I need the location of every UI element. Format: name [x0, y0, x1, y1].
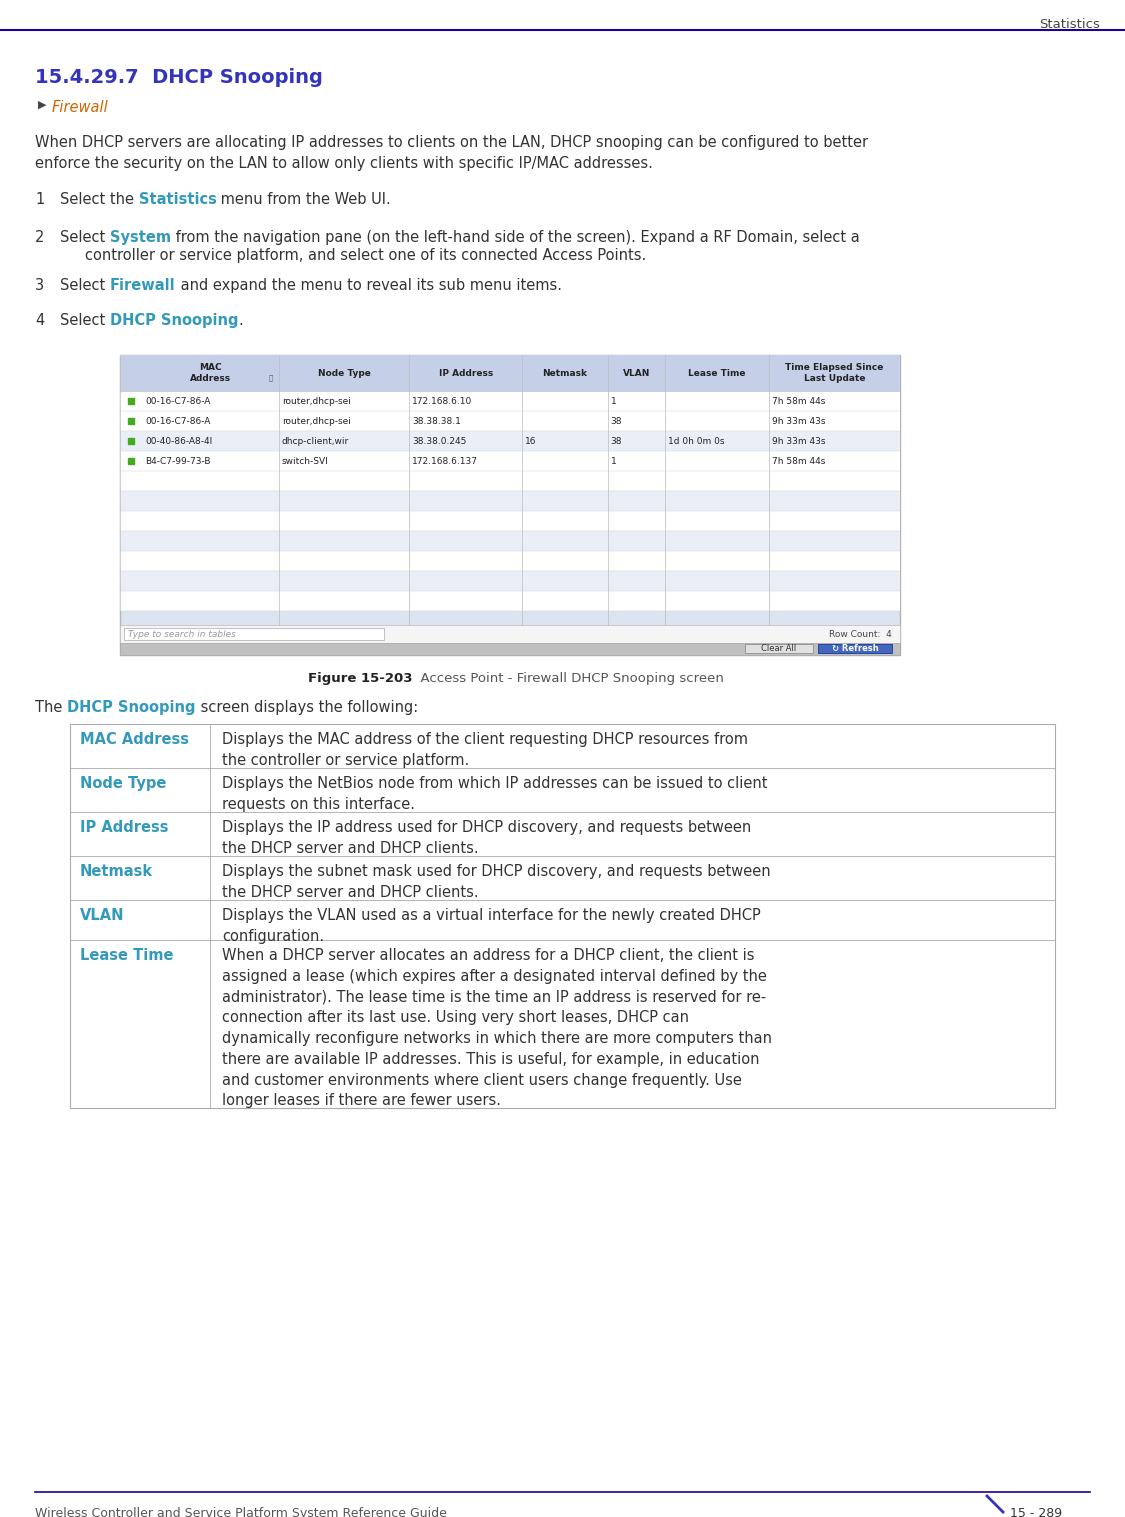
Bar [120, 511, 900, 531]
Text: ⓘ: ⓘ [269, 375, 272, 381]
Bar [120, 492, 900, 511]
Bar [70, 724, 1055, 1107]
Bar [124, 628, 384, 640]
Text: Select: Select [60, 313, 110, 328]
Text: The: The [35, 699, 68, 715]
Text: dhcp-client,wir: dhcp-client,wir [281, 437, 349, 446]
Text: DHCP Snooping: DHCP Snooping [110, 313, 238, 328]
Text: 38.38.38.1: 38.38.38.1 [413, 417, 461, 425]
Text: When DHCP servers are allocating IP addresses to clients on the LAN, DHCP snoopi: When DHCP servers are allocating IP addr… [35, 135, 868, 171]
Text: router,dhcp-sei: router,dhcp-sei [281, 396, 351, 405]
Bar [818, 645, 892, 652]
Text: Access Point - Firewall DHCP Snooping screen: Access Point - Firewall DHCP Snooping sc… [413, 672, 724, 686]
Text: router,dhcp-sei: router,dhcp-sei [281, 417, 351, 425]
Bar [120, 470, 900, 492]
Text: 1d 0h 0m 0s: 1d 0h 0m 0s [668, 437, 724, 446]
Text: screen displays the following:: screen displays the following: [196, 699, 417, 715]
Text: MAC Address: MAC Address [80, 733, 189, 746]
Text: Displays the NetBios node from which IP addresses can be issued to client
reques: Displays the NetBios node from which IP … [222, 777, 767, 812]
Text: 9h 33m 43s: 9h 33m 43s [772, 417, 826, 425]
Bar [120, 551, 900, 570]
Text: Select the: Select the [60, 193, 138, 206]
Text: 15.4.29.7  DHCP Snooping: 15.4.29.7 DHCP Snooping [35, 68, 323, 86]
Text: 00-16-C7-86-A: 00-16-C7-86-A [145, 396, 210, 405]
Text: menu from the Web UI.: menu from the Web UI. [216, 193, 392, 206]
Text: .: . [238, 313, 243, 328]
Text: Netmask: Netmask [542, 369, 587, 378]
Text: 4: 4 [35, 313, 44, 328]
Text: Firewall: Firewall [52, 100, 109, 115]
Text: Displays the IP address used for DHCP discovery, and requests between
the DHCP s: Displays the IP address used for DHCP di… [222, 821, 752, 856]
Text: Type to search in tables: Type to search in tables [128, 630, 236, 639]
Text: Statistics: Statistics [1040, 18, 1100, 30]
Text: System: System [110, 231, 171, 246]
Bar [120, 355, 900, 391]
Text: 7h 58m 44s: 7h 58m 44s [772, 457, 826, 466]
Bar [120, 625, 900, 643]
Bar [120, 570, 900, 592]
Bar [120, 355, 900, 655]
Bar [120, 391, 900, 411]
Text: 38.38.0.245: 38.38.0.245 [413, 437, 467, 446]
Text: 9h 33m 43s: 9h 33m 43s [772, 437, 826, 446]
Bar [745, 645, 813, 652]
Text: 1: 1 [611, 457, 616, 466]
Text: Select: Select [60, 231, 110, 246]
Text: Time Elapsed Since
Last Update: Time Elapsed Since Last Update [785, 363, 884, 382]
Bar [120, 411, 900, 431]
Text: Wireless Controller and Service Platform System Reference Guide: Wireless Controller and Service Platform… [35, 1506, 447, 1517]
Text: 2: 2 [35, 231, 44, 246]
Text: Node Type: Node Type [80, 777, 166, 790]
Text: Statistics: Statistics [138, 193, 216, 206]
Text: Firewall: Firewall [110, 278, 176, 293]
Text: 1: 1 [35, 193, 44, 206]
Bar [120, 643, 900, 655]
Text: 3: 3 [35, 278, 44, 293]
Text: VLAN: VLAN [622, 369, 650, 378]
Bar [120, 531, 900, 551]
Text: 7h 58m 44s: 7h 58m 44s [772, 396, 826, 405]
Bar [120, 592, 900, 611]
Text: Node Type: Node Type [317, 369, 370, 378]
Text: IP Address: IP Address [439, 369, 493, 378]
Text: Displays the subnet mask used for DHCP discovery, and requests between
the DHCP : Displays the subnet mask used for DHCP d… [222, 865, 771, 900]
Text: Displays the VLAN used as a virtual interface for the newly created DHCP
configu: Displays the VLAN used as a virtual inte… [222, 909, 760, 944]
Text: Lease Time: Lease Time [80, 948, 173, 963]
Text: 1: 1 [611, 396, 616, 405]
Text: ↻ Refresh: ↻ Refresh [831, 645, 879, 652]
Text: Clear All: Clear All [762, 645, 796, 652]
Text: DHCP Snooping: DHCP Snooping [68, 699, 196, 715]
Text: VLAN: VLAN [80, 909, 125, 922]
Text: 16: 16 [525, 437, 537, 446]
Text: Lease Time: Lease Time [688, 369, 746, 378]
Bar [120, 451, 900, 470]
Text: 00-16-C7-86-A: 00-16-C7-86-A [145, 417, 210, 425]
Bar [120, 431, 900, 451]
Text: IP Address: IP Address [80, 821, 169, 834]
Text: from the navigation pane (on the left-hand side of the screen). Expand a RF Doma: from the navigation pane (on the left-ha… [171, 231, 860, 246]
Text: switch-SVI: switch-SVI [281, 457, 328, 466]
Text: Select: Select [60, 278, 110, 293]
Text: Row Count:  4: Row Count: 4 [829, 630, 892, 639]
Text: 00-40-86-A8-4I: 00-40-86-A8-4I [145, 437, 213, 446]
Text: ▶: ▶ [38, 100, 46, 111]
Text: and expand the menu to reveal its sub menu items.: and expand the menu to reveal its sub me… [176, 278, 561, 293]
Text: controller or service platform, and select one of its connected Access Points.: controller or service platform, and sele… [86, 247, 646, 262]
Text: Netmask: Netmask [80, 865, 153, 878]
Text: When a DHCP server allocates an address for a DHCP client, the client is
assigne: When a DHCP server allocates an address … [222, 948, 772, 1109]
Text: Displays the MAC address of the client requesting DHCP resources from
the contro: Displays the MAC address of the client r… [222, 733, 748, 768]
Text: MAC
Address: MAC Address [190, 363, 231, 382]
Text: 38: 38 [611, 417, 622, 425]
Text: B4-C7-99-73-B: B4-C7-99-73-B [145, 457, 210, 466]
Text: 172.168.6.137: 172.168.6.137 [413, 457, 478, 466]
Text: 38: 38 [611, 437, 622, 446]
Text: Figure 15-203: Figure 15-203 [308, 672, 413, 686]
Text: 15 - 289: 15 - 289 [1010, 1506, 1062, 1517]
Text: 172.168.6.10: 172.168.6.10 [413, 396, 472, 405]
